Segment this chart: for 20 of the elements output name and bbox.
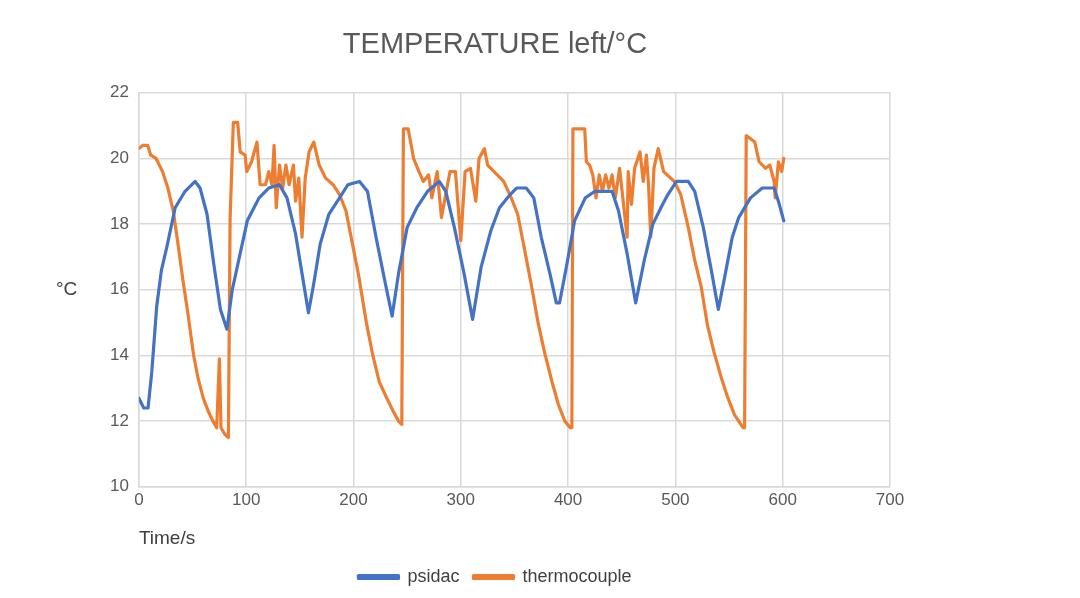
legend-label: psidac xyxy=(407,565,460,586)
y-axis-title: °C xyxy=(56,278,78,300)
y-tick-label: 22 xyxy=(109,82,129,102)
x-tick-label: 0 xyxy=(134,489,144,509)
y-tick-label: 20 xyxy=(109,148,129,168)
legend-label: thermocouple xyxy=(522,565,632,586)
y-tick-label: 16 xyxy=(109,279,129,299)
x-tick-label: 400 xyxy=(553,489,583,509)
x-tick-label: 500 xyxy=(661,489,690,509)
y-tick-label: 10 xyxy=(109,476,129,496)
x-tick-label: 700 xyxy=(875,489,905,509)
chart-title: TEMPERATURE left/°C xyxy=(342,27,648,60)
y-tick-label: 18 xyxy=(109,213,129,233)
x-tick-label: 100 xyxy=(232,489,261,509)
x-tick-label: 600 xyxy=(768,489,797,509)
y-tick-label: 12 xyxy=(109,410,129,430)
x-axis-title: Time/s xyxy=(138,526,196,548)
x-tick-label: 300 xyxy=(446,489,475,509)
y-tick-label: 14 xyxy=(109,345,129,365)
x-tick-label: 200 xyxy=(339,489,368,509)
